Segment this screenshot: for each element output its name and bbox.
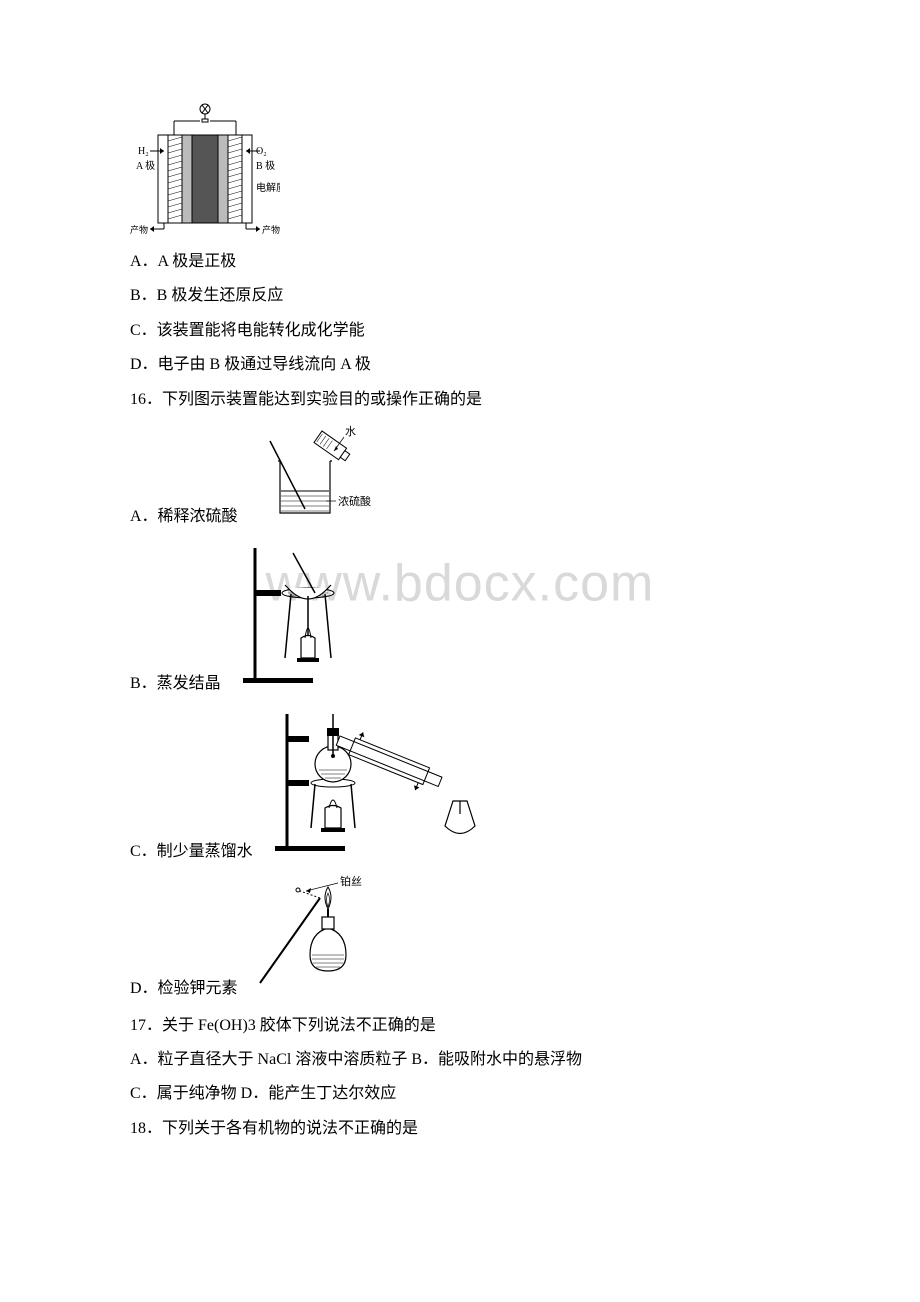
q15-option-d: D．电子由 B 极通过导线流向 A 极 [130,350,790,380]
q15-electrolyte: 电解质 [256,181,280,194]
q16-option-b-diagram [233,538,383,699]
q16a-acid-label: 浓硫酸 [338,494,371,508]
q17-option-cd: C．属于纯净物 D．能产生丁达尔效应 [130,1079,790,1109]
q15-option-a: A．A 极是正极 [130,247,790,277]
q16-option-c-label: C．制少量蒸馏水 [130,837,253,867]
q15-left-product: 产物 [130,224,148,235]
q16-option-b-label: B．蒸发结晶 [130,669,221,699]
q17-option-ab: A．粒子直径大于 NaCl 溶液中溶质粒子 B．能吸附水中的悬浮物 [130,1045,790,1075]
q15-right-product: 产物 [262,224,280,235]
q17-stem: 17．关于 Fe(OH)3 胶体下列说法不正确的是 [130,1011,790,1041]
q15-option-c: C．该装置能将电能转化成化学能 [130,316,790,346]
q16-option-a-diagram: 水 浓硫酸 [250,421,380,532]
q15-a-pole: A 极 [136,159,155,172]
page-content: H₂ A 极 O₂ B 极 电解质 产物 产物 A．A 极是正极 B．B 极发生… [130,101,790,1144]
q16-option-d-diagram: 铂丝 [250,873,390,1004]
q16a-water-label: 水 [345,425,356,438]
q15-fuelcell-diagram: H₂ A 极 O₂ B 极 电解质 产物 产物 [130,101,790,241]
q15-h2-label: H₂ [138,146,149,157]
q16-option-c-diagram [265,706,495,867]
q16-stem: 16．下列图示装置能达到实验目的或操作正确的是 [130,385,790,415]
q15-o2-label: O₂ [256,146,267,157]
q15-option-b: B．B 极发生还原反应 [130,281,790,311]
q16-option-a-label: A．稀释浓硫酸 [130,502,238,532]
q18-stem: 18．下列关于各有机物的说法不正确的是 [130,1114,790,1144]
q16-option-d-label: D．检验钾元素 [130,974,238,1004]
q16d-ptwire-label: 铂丝 [340,874,362,888]
q15-b-pole: B 极 [256,159,275,172]
